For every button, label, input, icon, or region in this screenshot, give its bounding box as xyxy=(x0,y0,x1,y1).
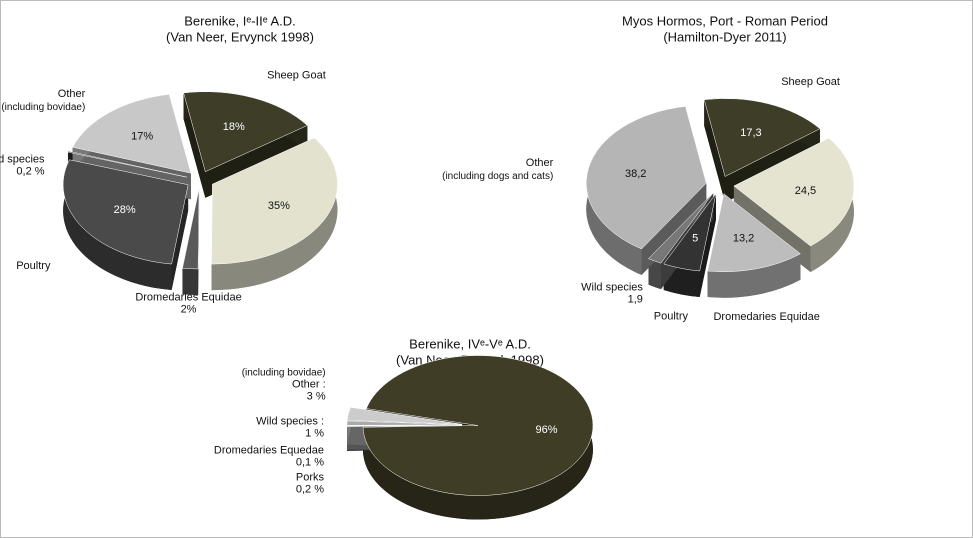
value-label: 13,2 xyxy=(733,233,754,245)
chart-title: Berenike, Iᵉ-IIᵉ A.D. xyxy=(184,13,296,28)
value-label: 1,9 xyxy=(628,294,643,306)
value-label: 38,2 xyxy=(625,168,646,180)
slice xyxy=(586,106,707,250)
category-note: (including dogs and cats) xyxy=(442,171,553,182)
chart-title: Myos Hormos, Port - Roman Period xyxy=(622,13,828,28)
category-label: Other xyxy=(58,88,86,100)
slice xyxy=(663,193,717,272)
category-label: Other xyxy=(526,157,554,169)
value-label: 3 % xyxy=(307,391,326,403)
category-label: Dromedaries Equidae xyxy=(135,292,241,304)
slice-rim xyxy=(707,253,801,298)
category-label: Sheep Goat xyxy=(267,69,326,81)
slice xyxy=(183,91,308,173)
value-label: 0,2 % xyxy=(296,484,324,496)
slice xyxy=(703,98,821,177)
slice xyxy=(346,420,463,426)
slice xyxy=(707,193,801,272)
value-label: 0,1 % xyxy=(296,457,324,469)
value-label: 24,5 xyxy=(795,185,816,197)
category-label: Wild species xyxy=(0,153,45,165)
value-label: 18% xyxy=(223,121,245,133)
slice xyxy=(182,188,200,270)
value-label: 2% xyxy=(181,304,197,316)
category-note: (including bovidae) xyxy=(242,367,326,378)
value-label: 28% xyxy=(114,204,136,216)
slice-wall xyxy=(183,92,206,198)
category-label: Poultry xyxy=(654,311,689,323)
slice-rim xyxy=(63,159,172,291)
value-label: 5 xyxy=(692,232,698,244)
slice xyxy=(72,94,192,174)
slice-wall xyxy=(704,99,726,203)
category-label: Other : xyxy=(292,379,326,391)
value-label: 35% xyxy=(268,200,290,212)
slice xyxy=(62,159,189,265)
slice xyxy=(733,137,855,247)
slice xyxy=(346,407,463,425)
value-label: 1 % xyxy=(305,428,324,440)
category-label: Sheep Goat xyxy=(781,76,840,88)
chart-title: Berenike, IVᵉ-Vᵉ A.D. xyxy=(409,336,531,351)
slice-wall xyxy=(171,184,189,291)
value-label: 17% xyxy=(131,131,153,143)
value-label: 96% xyxy=(536,424,558,436)
chart-subtitle: (Hamilton-Dyer 2011) xyxy=(663,29,786,44)
category-label: Dromedaries Equidae xyxy=(713,311,819,323)
slice xyxy=(648,192,714,264)
value-label: 17,3 xyxy=(740,127,761,139)
slice xyxy=(67,150,187,178)
slice-rim xyxy=(182,268,199,295)
chart-subtitle: (Van Neer, Ervynck 1998) xyxy=(166,29,314,44)
slice xyxy=(362,355,594,496)
category-label: Porks xyxy=(296,472,325,484)
slice-rim xyxy=(211,137,338,291)
category-note: (including bovidae) xyxy=(1,102,85,113)
category-label: Dromedaries Equedae xyxy=(214,445,324,457)
category-label: Poultry xyxy=(16,260,51,272)
category-label: Wild species xyxy=(581,282,643,294)
slice xyxy=(211,137,338,265)
slice-rim xyxy=(648,258,661,290)
category-label: Wild species : xyxy=(256,416,324,428)
value-label: 0,2 % xyxy=(16,165,44,177)
